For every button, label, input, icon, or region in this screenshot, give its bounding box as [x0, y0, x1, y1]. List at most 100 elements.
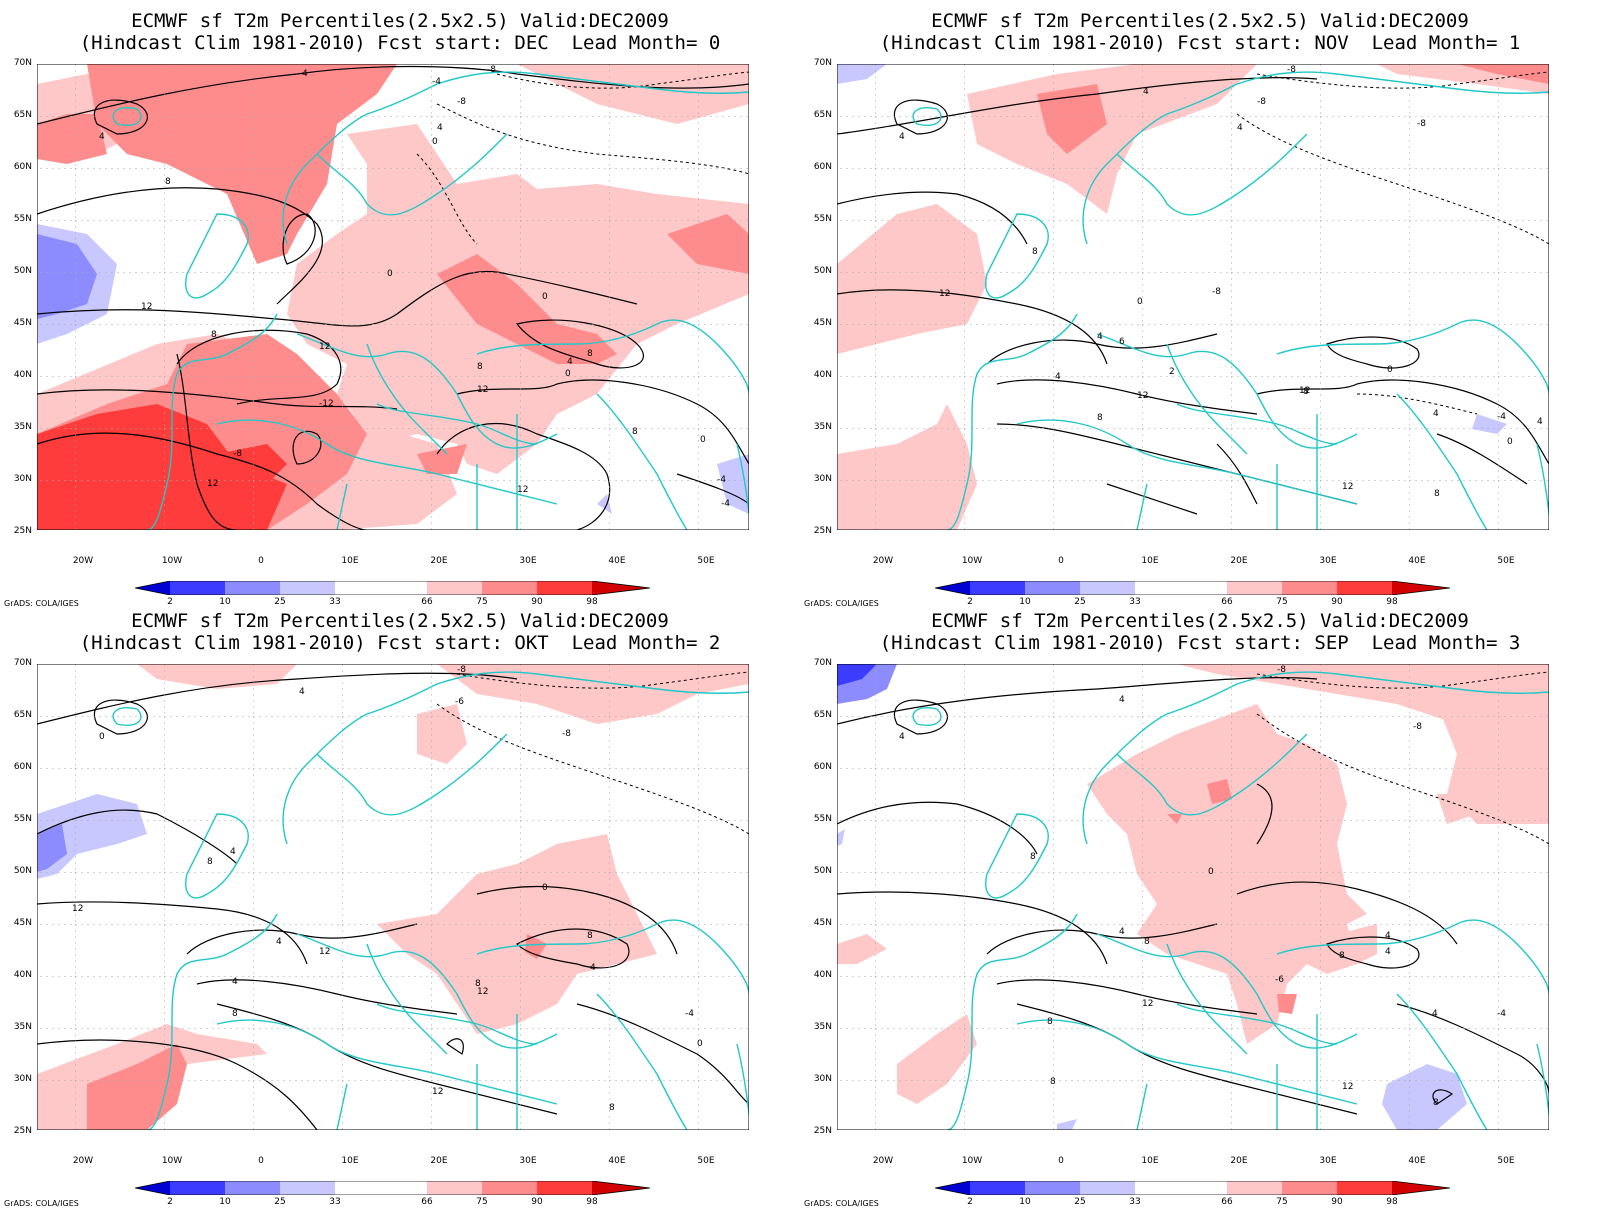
svg-text:8: 8 [632, 427, 638, 437]
svg-text:4: 4 [1537, 417, 1543, 427]
svg-text:0: 0 [1137, 297, 1143, 307]
svg-text:4: 4 [299, 687, 305, 697]
colorbar-label: 10 [219, 1197, 231, 1207]
map-plot-area: 4 -8 -8 4 4 8 0 -4 0 0 12 8 12 -12 8 12 … [37, 64, 749, 530]
colorbar-label: 10 [1019, 1197, 1031, 1207]
lat-label: 50N [813, 866, 832, 876]
svg-text:8: 8 [1047, 1017, 1053, 1027]
lat-label: 65N [13, 710, 32, 720]
svg-text:0: 0 [432, 137, 438, 147]
lon-label: 0 [258, 1156, 264, 1166]
lat-label: 25N [813, 1126, 832, 1136]
colorbar-label: 98 [586, 597, 598, 607]
svg-text:-8: -8 [1413, 722, 1422, 732]
svg-text:4: 4 [1055, 372, 1061, 382]
lat-label: 70N [813, 58, 832, 68]
lon-label: 10E [1141, 1156, 1159, 1166]
colorbar-label: 66 [421, 1197, 433, 1207]
map-plot-area: 4 -8 -6 0 -8 4 8 12 0 4 12 8 4 8 12 8 12… [37, 664, 749, 1130]
svg-text:-4: -4 [717, 475, 726, 485]
svg-text:12: 12 [477, 987, 488, 997]
svg-text:12: 12 [72, 904, 83, 914]
svg-text:12: 12 [517, 485, 528, 495]
svg-text:8: 8 [1030, 852, 1036, 862]
lon-label: 10E [341, 1156, 359, 1166]
colorbar-label: 25 [274, 597, 286, 607]
lat-label: 65N [13, 110, 32, 120]
lon-label: 20E [1230, 556, 1248, 566]
panel-title-line2: (Hindcast Clim 1981-2010) Fcst start: OK… [79, 632, 721, 654]
svg-text:8: 8 [1050, 1077, 1056, 1087]
svg-text:-12: -12 [319, 399, 334, 409]
colorbar-label: 25 [274, 1197, 286, 1207]
lat-label: 35N [13, 1022, 32, 1032]
svg-text:-8: -8 [457, 665, 466, 675]
colorbar-label: 2 [967, 1197, 973, 1207]
svg-text:12: 12 [319, 947, 330, 957]
lat-label: 50N [813, 266, 832, 276]
lon-label: 40E [1408, 1156, 1426, 1166]
svg-text:12: 12 [319, 342, 330, 352]
panel-title-line1: ECMWF sf T2m Percentiles(2.5x2.5) Valid:… [131, 10, 669, 32]
colorbar-label: 90 [531, 597, 543, 607]
lat-label: 40N [13, 370, 32, 380]
lon-label: 0 [1058, 1156, 1064, 1166]
svg-text:4: 4 [567, 357, 573, 367]
svg-text:0: 0 [565, 369, 571, 379]
colorbar-label: 90 [1331, 597, 1343, 607]
svg-text:12: 12 [1137, 391, 1148, 401]
lat-label: 50N [13, 866, 32, 876]
lon-label: 50E [1497, 1156, 1515, 1166]
colorbar-label: 25 [1074, 597, 1086, 607]
lon-label: 10E [341, 556, 359, 566]
colorbar-label: 75 [1276, 597, 1288, 607]
svg-text:-8: -8 [1212, 287, 1221, 297]
lon-label: 20E [1230, 1156, 1248, 1166]
svg-text:8: 8 [1303, 387, 1309, 397]
lon-label: 0 [258, 556, 264, 566]
map-panel-sep-lead3: ECMWF sf T2m Percentiles(2.5x2.5) Valid:… [800, 600, 1600, 1208]
lon-label: 20W [872, 556, 894, 566]
svg-text:12: 12 [432, 1087, 443, 1097]
lon-label: 40E [608, 556, 626, 566]
colorbar-label: 66 [1221, 597, 1233, 607]
colorbar-label: 75 [1276, 1197, 1288, 1207]
svg-text:12: 12 [207, 479, 218, 489]
svg-text:12: 12 [141, 302, 152, 312]
map-panel-nov-lead1: ECMWF sf T2m Percentiles(2.5x2.5) Valid:… [800, 0, 1600, 608]
grads-credit: GrADS: COLA/IGES [4, 599, 79, 608]
svg-text:12: 12 [1299, 386, 1310, 396]
svg-text:4: 4 [302, 69, 308, 79]
colorbar-label: 98 [1386, 597, 1398, 607]
lat-label: 35N [13, 422, 32, 432]
svg-text:-8: -8 [1257, 97, 1266, 107]
lon-label: 30E [519, 1156, 537, 1166]
svg-text:8: 8 [609, 1103, 615, 1113]
svg-text:8: 8 [1097, 413, 1103, 423]
lon-label: 50E [697, 1156, 715, 1166]
panel-title-line2: (Hindcast Clim 1981-2010) Fcst start: DE… [79, 32, 721, 54]
lat-label: 65N [813, 710, 832, 720]
svg-text:12: 12 [1142, 999, 1153, 1009]
colorbar [935, 1181, 1451, 1195]
svg-text:4: 4 [1433, 409, 1439, 419]
panel-title-line1: ECMWF sf T2m Percentiles(2.5x2.5) Valid:… [931, 10, 1469, 32]
panel-title-line1: ECMWF sf T2m Percentiles(2.5x2.5) Valid:… [131, 610, 669, 632]
svg-text:4: 4 [99, 132, 105, 142]
colorbar-label: 2 [167, 1197, 173, 1207]
svg-text:8: 8 [165, 177, 171, 187]
lon-label: 10W [161, 556, 183, 566]
svg-text:-6: -6 [1275, 975, 1284, 985]
svg-text:8: 8 [587, 349, 593, 359]
colorbar [135, 581, 651, 595]
lat-label: 25N [813, 526, 832, 536]
lon-label: 30E [1319, 556, 1337, 566]
svg-text:4: 4 [899, 132, 905, 142]
lat-label: 55N [13, 214, 32, 224]
lat-label: 40N [13, 970, 32, 980]
lon-label: 40E [1408, 556, 1426, 566]
svg-text:8: 8 [1144, 937, 1150, 947]
lon-label: 20E [430, 556, 448, 566]
svg-text:0: 0 [542, 292, 548, 302]
lat-label: 70N [13, 658, 32, 668]
